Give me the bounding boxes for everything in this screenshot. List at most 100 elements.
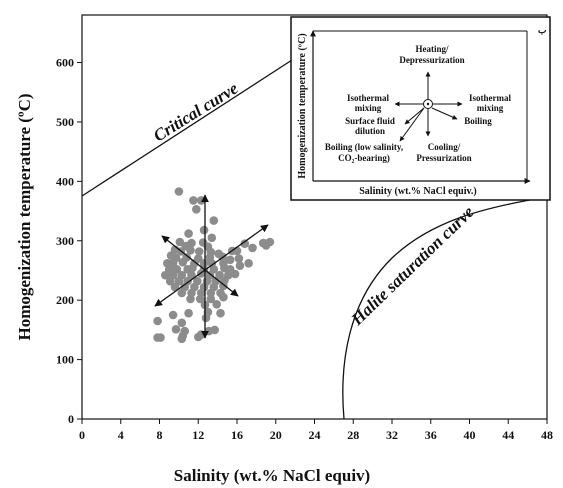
data-point (219, 292, 228, 302)
x-tick-label: 16 (231, 428, 243, 442)
x-tick-label: 40 (464, 428, 476, 442)
data-point (199, 225, 209, 235)
data-point (210, 325, 219, 335)
x-tick-label: 28 (347, 428, 359, 442)
x-tick-label: 44 (502, 428, 514, 442)
x-tick-label: 32 (386, 428, 398, 442)
data-point (206, 294, 216, 304)
data-point (244, 259, 253, 268)
process-arrows (154, 194, 269, 339)
inset-arrow-low-boiling (399, 107, 425, 142)
halite-curve-label: Halite saturation curve (347, 202, 478, 330)
x-tick-label: 48 (541, 428, 553, 442)
x-tick-label: 4 (118, 428, 124, 442)
x-tick-label: 36 (425, 428, 437, 442)
data-point (201, 313, 211, 323)
inset-frame (290, 16, 551, 201)
inset-label-boiling-low-1: Boiling (low salinity, (325, 142, 403, 152)
data-point (177, 288, 187, 298)
data-point (186, 294, 195, 304)
data-point (174, 187, 184, 196)
data-point (192, 205, 201, 214)
inset-label-surface-2: dilution (355, 126, 385, 136)
arrow-down-right (204, 269, 239, 297)
inset-label-iso-right-1: Isothermal (469, 93, 511, 103)
data-point (219, 281, 228, 291)
data-point (156, 333, 165, 342)
inset-label-iso-left-2: mixing (355, 103, 382, 113)
data-point (225, 255, 235, 265)
data-point (207, 233, 217, 243)
data-point (171, 325, 181, 334)
data-point (194, 332, 203, 342)
data-point (234, 254, 244, 263)
x-tick-label: 0 (79, 428, 85, 442)
halite-saturation-curve (342, 196, 548, 420)
data-point (209, 216, 219, 225)
inset-diagram: ب Salinity (wt.% NaCl equiv.) Homogeniza… (290, 16, 551, 201)
arrow-down-left (154, 269, 206, 307)
data-point (212, 300, 221, 309)
data-point (168, 310, 178, 320)
data-point (216, 308, 225, 318)
data-point (189, 196, 198, 205)
data-point (186, 246, 195, 255)
data-point (177, 334, 187, 344)
arrow-up-left (161, 235, 206, 271)
data-point (235, 261, 245, 271)
y-axis-ticks: 0 100 200 300 400 500 600 (56, 56, 82, 426)
x-tick-label: 24 (309, 428, 321, 442)
x-tick-label: 8 (157, 428, 163, 442)
inset-x-label: Salinity (wt.% NaCl equiv.) (359, 186, 477, 197)
data-point (170, 282, 180, 292)
inset-label-iso-right-2: mixing (477, 103, 504, 113)
data-point (153, 316, 162, 326)
data-point (240, 239, 250, 248)
y-tick-label: 400 (56, 174, 74, 188)
inset-arrows (394, 71, 463, 142)
y-tick-label: 300 (56, 234, 74, 248)
inset-label-heating-2: Depressurization (399, 55, 464, 65)
data-point (196, 196, 206, 205)
inset-label-heating-1: Heating/ (416, 44, 449, 54)
critical-curve (81, 59, 293, 197)
inset-label-cooling-2: Pressurization (416, 153, 471, 163)
data-point (206, 288, 216, 298)
inset-origin-dot (426, 102, 430, 106)
arrow-up-right (204, 224, 269, 271)
data-point (165, 276, 175, 286)
data-point (261, 239, 271, 248)
x-tick-label: 20 (270, 428, 282, 442)
inset-arrow-boiling (431, 107, 458, 120)
x-axis-title: Salinity (wt.% NaCl equiv) (174, 466, 370, 485)
y-tick-label: 200 (56, 293, 74, 307)
y-tick-label: 500 (56, 115, 74, 129)
data-point (178, 257, 188, 267)
critical-curve-label: Critical curve (150, 78, 242, 145)
x-axis-ticks: 0 4 8 12 16 20 24 28 32 36 40 44 48 (79, 419, 553, 442)
x-tick-label: 12 (192, 428, 204, 442)
inset-panel-letter: ب (538, 25, 546, 36)
data-point (230, 269, 240, 279)
data-point (161, 270, 170, 280)
inset-label-cooling-1: Cooling/ (428, 142, 461, 152)
data-points (153, 187, 275, 344)
data-point (177, 318, 187, 328)
data-point (199, 259, 209, 268)
inset-label-boiling-low-2: CO₂-bearing) (338, 153, 390, 163)
inset-y-label: Homogenization temperature (ºC) (297, 33, 308, 178)
data-point (184, 308, 193, 318)
data-point (194, 247, 204, 256)
inset-arrow-down-left (404, 107, 425, 125)
data-point (195, 294, 205, 304)
data-point (184, 229, 193, 238)
y-tick-label: 100 (56, 353, 74, 367)
y-axis-title: Homogenization temperature (ºC) (15, 93, 34, 340)
inset-label-surface-1: Surface fluid (345, 116, 395, 126)
inset-label-iso-left-1: Isothermal (347, 93, 389, 103)
data-point (248, 243, 257, 253)
y-tick-label: 600 (56, 56, 74, 70)
data-point (188, 263, 197, 273)
inset-label-boiling: Boiling (464, 116, 492, 126)
